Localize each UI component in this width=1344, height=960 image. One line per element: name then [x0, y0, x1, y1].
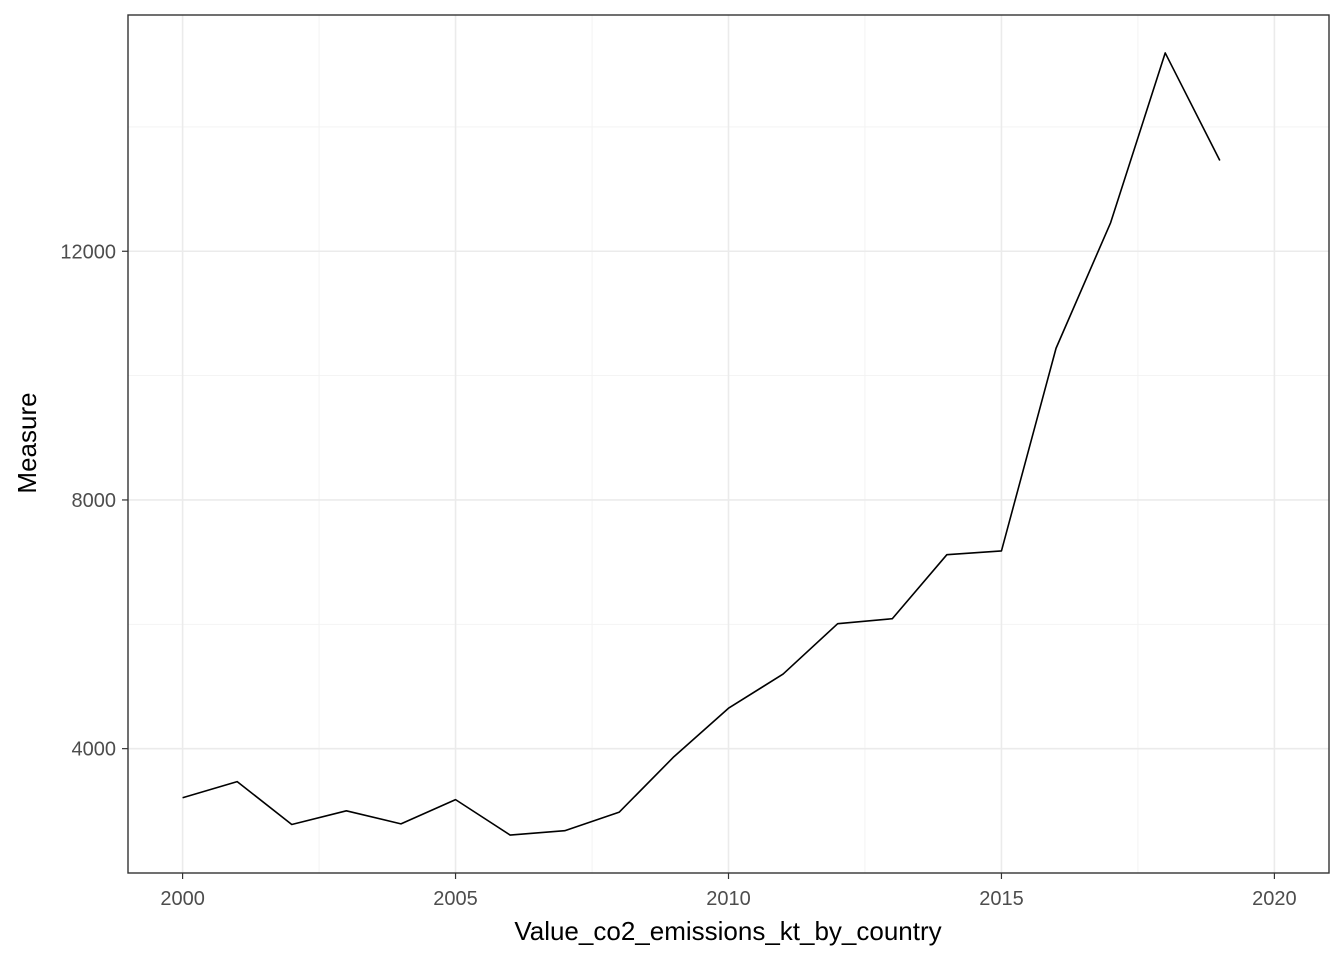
series-line: [182, 52, 1221, 836]
x-tick-label: 2005: [433, 888, 478, 910]
x-tick-label: 2015: [979, 888, 1024, 910]
series-layer: [182, 52, 1221, 836]
y-tick-label: 4000: [72, 739, 117, 761]
y-axis-ticks: 4000 8000 12000: [60, 241, 128, 761]
y-axis-title: Measure: [12, 392, 42, 493]
x-axis-title: Value_co2_emissions_kt_by_country: [514, 916, 941, 946]
x-tick-label: 2020: [1252, 888, 1297, 910]
x-tick-label: 2000: [160, 888, 205, 910]
grid-lines: [128, 15, 1329, 873]
y-tick-label: 8000: [72, 490, 117, 512]
x-axis-ticks: 2000 2005 2010 2015 2020: [160, 873, 1297, 910]
y-tick-label: 12000: [60, 241, 116, 263]
x-tick-label: 2010: [706, 888, 751, 910]
